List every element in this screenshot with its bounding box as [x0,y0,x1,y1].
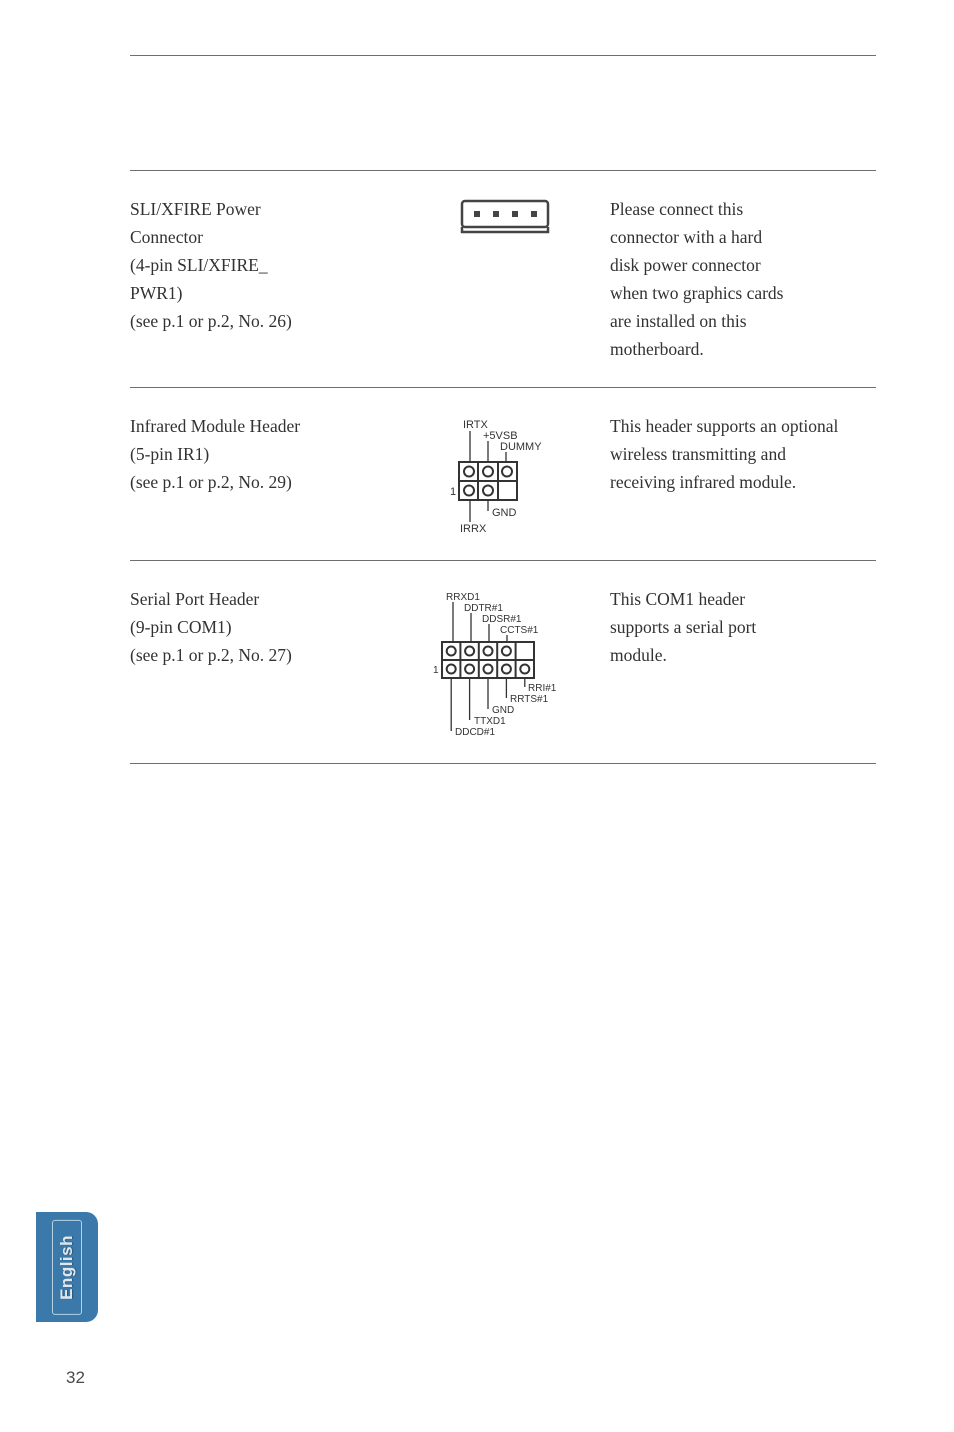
content-table: SLI/XFIRE Power Connector (4-pin SLI/XFI… [130,170,876,764]
label-ddsr1: DDSR#1 [482,614,522,625]
text-line: disk power connector [610,251,876,279]
text-line: (4-pin SLI/XFIRE_ [130,251,400,279]
text-line: This COM1 header [610,585,876,613]
text-line: (see p.1 or p.2, No. 29) [130,468,400,496]
text-line: SLI/XFIRE Power [130,195,400,223]
label-rrts1: RRTS#1 [510,694,549,705]
row2-diagram: IRTX +5VSB DUMMY 1 [400,412,610,536]
row1-diagram [400,195,610,235]
row2-left: Infrared Module Header (5-pin IR1) (see … [130,412,400,496]
text-line: Serial Port Header [130,585,400,613]
text-line: (see p.1 or p.2, No. 27) [130,641,400,669]
text-line: Infrared Module Header [130,412,400,440]
label-ttxd1: TTXD1 [474,716,506,727]
text-line: Please connect this [610,195,876,223]
label-dummy: DUMMY [500,441,542,453]
row2-right: This header supports an optional wireles… [610,412,876,496]
page-number: 32 [66,1368,85,1388]
row1-right: Please connect this connector with a har… [610,195,876,363]
text-line: receiving infrared module. [610,468,876,496]
label-gnd: GND [492,705,514,716]
table-row: SLI/XFIRE Power Connector (4-pin SLI/XFI… [130,170,876,387]
table-row: Infrared Module Header (5-pin IR1) (see … [130,387,876,560]
label-pin1: 1 [450,486,456,498]
text-line: connector with a hard [610,223,876,251]
row3-right: This COM1 header supports a serial port … [610,585,876,669]
connector-4pin-icon [460,199,550,235]
label-ddtr1: DDTR#1 [464,603,503,614]
table-row: Serial Port Header (9-pin COM1) (see p.1… [130,560,876,764]
top-rule [130,55,876,56]
label-gnd: GND [492,507,517,519]
text-line: motherboard. [610,335,876,363]
text-line: are installed on this [610,307,876,335]
text-line: Connector [130,223,400,251]
label-ccts1: CCTS#1 [500,625,539,636]
text-line: This header supports an optional [610,412,876,440]
text-line: PWR1) [130,279,400,307]
label-pin1: 1 [433,665,439,676]
label-irrx: IRRX [460,523,487,535]
text-line: when two graphics cards [610,279,876,307]
text-line: (5-pin IR1) [130,440,400,468]
text-line: (9-pin COM1) [130,613,400,641]
row3-diagram: RRXD1 DDTR#1 DDSR#1 CCTS#1 [400,585,610,739]
language-label: English [52,1220,82,1315]
text-line: module. [610,641,876,669]
label-rrxd1: RRXD1 [446,592,480,603]
row1-left: SLI/XFIRE Power Connector (4-pin SLI/XFI… [130,195,400,335]
text-line: (see p.1 or p.2, No. 26) [130,307,400,335]
text-line: wireless transmitting and [610,440,876,468]
label-rri1: RRI#1 [528,683,557,694]
com1-header-icon: RRXD1 DDTR#1 DDSR#1 CCTS#1 [420,589,590,739]
row3-left: Serial Port Header (9-pin COM1) (see p.1… [130,585,400,669]
text-line: supports a serial port [610,613,876,641]
language-tab: English [36,1212,98,1322]
ir-header-icon: IRTX +5VSB DUMMY 1 [435,416,575,536]
label-ddcd1: DDCD#1 [455,727,495,738]
